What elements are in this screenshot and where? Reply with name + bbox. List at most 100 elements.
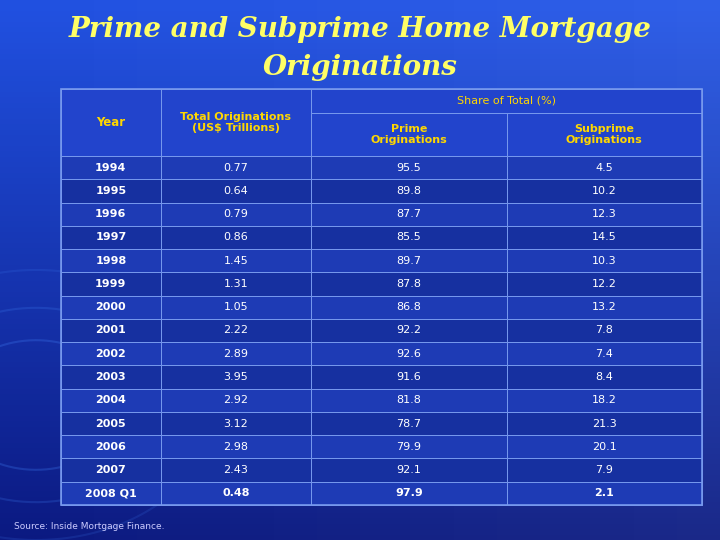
Bar bbox=[507, 435, 702, 458]
Bar bbox=[61, 89, 161, 156]
Bar bbox=[161, 342, 311, 366]
Text: 81.8: 81.8 bbox=[397, 395, 421, 405]
Bar bbox=[161, 295, 311, 319]
Bar bbox=[61, 319, 161, 342]
Text: 1997: 1997 bbox=[95, 232, 127, 242]
Bar bbox=[161, 366, 311, 389]
Bar bbox=[507, 202, 702, 226]
Bar bbox=[311, 295, 507, 319]
Text: 2008 Q1: 2008 Q1 bbox=[85, 488, 137, 498]
Bar bbox=[507, 458, 702, 482]
Text: 0.64: 0.64 bbox=[223, 186, 248, 196]
Bar bbox=[507, 482, 702, 505]
Text: 20.1: 20.1 bbox=[592, 442, 616, 452]
Text: Year: Year bbox=[96, 116, 125, 129]
Text: 7.9: 7.9 bbox=[595, 465, 613, 475]
Bar bbox=[311, 482, 507, 505]
Text: 10.2: 10.2 bbox=[592, 186, 616, 196]
Text: 85.5: 85.5 bbox=[397, 232, 421, 242]
Bar bbox=[311, 249, 507, 272]
Bar bbox=[311, 179, 507, 202]
Bar bbox=[311, 113, 507, 156]
Text: 2007: 2007 bbox=[96, 465, 126, 475]
Text: 2000: 2000 bbox=[96, 302, 126, 312]
Text: 92.1: 92.1 bbox=[397, 465, 421, 475]
Text: Originations: Originations bbox=[263, 54, 457, 81]
Bar bbox=[61, 156, 161, 179]
Bar bbox=[507, 249, 702, 272]
Text: 2.1: 2.1 bbox=[595, 488, 614, 498]
Text: 2.89: 2.89 bbox=[223, 349, 248, 359]
Bar bbox=[161, 458, 311, 482]
Bar bbox=[161, 89, 311, 156]
Text: 2.43: 2.43 bbox=[223, 465, 248, 475]
Text: 7.8: 7.8 bbox=[595, 326, 613, 335]
Bar bbox=[61, 272, 161, 295]
Text: 3.95: 3.95 bbox=[223, 372, 248, 382]
Text: 1998: 1998 bbox=[95, 256, 127, 266]
Text: 2.98: 2.98 bbox=[223, 442, 248, 452]
Text: 3.12: 3.12 bbox=[223, 418, 248, 429]
Text: 92.2: 92.2 bbox=[396, 326, 421, 335]
Bar bbox=[507, 113, 702, 156]
Text: 2003: 2003 bbox=[96, 372, 126, 382]
Text: 2006: 2006 bbox=[96, 442, 126, 452]
Text: 12.3: 12.3 bbox=[592, 209, 616, 219]
Text: 1996: 1996 bbox=[95, 209, 127, 219]
Bar bbox=[507, 342, 702, 366]
Text: 0.48: 0.48 bbox=[222, 488, 250, 498]
Text: Share of Total (%): Share of Total (%) bbox=[457, 96, 556, 106]
Bar bbox=[161, 226, 311, 249]
Text: 18.2: 18.2 bbox=[592, 395, 617, 405]
Text: Prime and Subprime Home Mortgage: Prime and Subprime Home Mortgage bbox=[68, 16, 652, 43]
Bar bbox=[311, 156, 507, 179]
Bar bbox=[61, 482, 161, 505]
Bar bbox=[161, 202, 311, 226]
Bar bbox=[61, 458, 161, 482]
Text: 10.3: 10.3 bbox=[592, 256, 616, 266]
Bar bbox=[311, 319, 507, 342]
Bar bbox=[311, 272, 507, 295]
Bar bbox=[507, 272, 702, 295]
Bar bbox=[507, 319, 702, 342]
Text: 2.92: 2.92 bbox=[223, 395, 248, 405]
Text: Subprime
Originations: Subprime Originations bbox=[566, 124, 643, 145]
Text: 2004: 2004 bbox=[96, 395, 126, 405]
Bar bbox=[61, 249, 161, 272]
Text: 14.5: 14.5 bbox=[592, 232, 616, 242]
Bar bbox=[61, 435, 161, 458]
Bar bbox=[507, 389, 702, 412]
Text: 12.2: 12.2 bbox=[592, 279, 617, 289]
Text: 2001: 2001 bbox=[96, 326, 126, 335]
Bar bbox=[311, 366, 507, 389]
Text: 21.3: 21.3 bbox=[592, 418, 616, 429]
Text: 2002: 2002 bbox=[96, 349, 126, 359]
Text: 0.77: 0.77 bbox=[223, 163, 248, 173]
Text: 2.22: 2.22 bbox=[223, 326, 248, 335]
Bar bbox=[311, 458, 507, 482]
Text: Total Originations
(US$ Trillions): Total Originations (US$ Trillions) bbox=[180, 112, 292, 133]
Bar bbox=[161, 319, 311, 342]
Bar bbox=[61, 389, 161, 412]
Bar bbox=[507, 156, 702, 179]
Bar bbox=[311, 389, 507, 412]
Text: 2005: 2005 bbox=[96, 418, 126, 429]
Bar bbox=[507, 226, 702, 249]
Text: 13.2: 13.2 bbox=[592, 302, 616, 312]
Bar bbox=[61, 89, 702, 505]
Bar bbox=[161, 249, 311, 272]
Text: 1.31: 1.31 bbox=[223, 279, 248, 289]
Bar bbox=[311, 342, 507, 366]
Bar bbox=[161, 412, 311, 435]
Bar bbox=[507, 179, 702, 202]
Bar bbox=[507, 366, 702, 389]
Text: 86.8: 86.8 bbox=[397, 302, 421, 312]
Bar bbox=[311, 89, 702, 113]
Bar bbox=[61, 179, 161, 202]
Text: 97.9: 97.9 bbox=[395, 488, 423, 498]
Text: 95.5: 95.5 bbox=[397, 163, 421, 173]
Bar bbox=[311, 202, 507, 226]
Text: 91.6: 91.6 bbox=[397, 372, 421, 382]
Bar bbox=[61, 412, 161, 435]
Bar bbox=[161, 272, 311, 295]
